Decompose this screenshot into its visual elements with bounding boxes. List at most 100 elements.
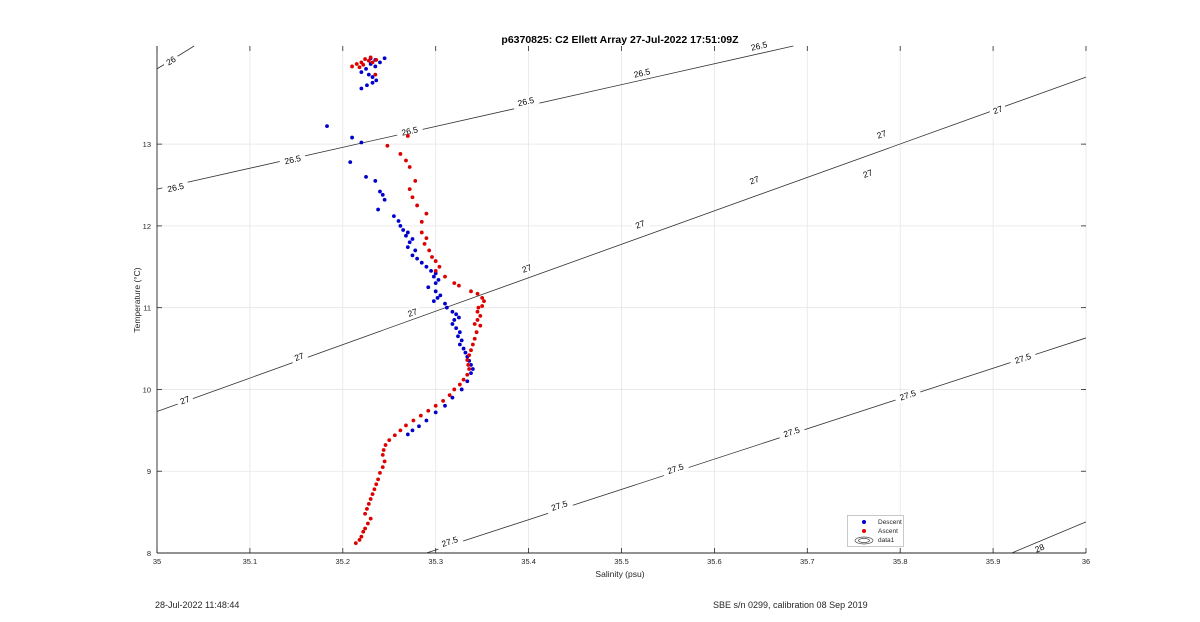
ascent-point — [354, 62, 359, 66]
ascent-point — [474, 330, 479, 335]
ascent-point — [422, 241, 427, 246]
ascent-point — [467, 353, 472, 358]
ascent-marker-icon — [854, 527, 874, 536]
contour-label-text: 27 — [875, 128, 888, 141]
contour-label-text: 27 — [293, 350, 306, 363]
axes: 35 35.1 35.2 35.3 35.4 35.5 35.6 35.7 35.8 35.9 36… — [143, 46, 1090, 566]
contour-label-text: 28 — [1033, 542, 1046, 555]
x-tick-label: 35.4 — [521, 557, 536, 566]
ascent-point — [441, 399, 446, 403]
descent-point — [424, 264, 429, 269]
ascent-point — [363, 511, 367, 516]
contour-label-text: 27 — [748, 174, 761, 187]
contour-label-background — [745, 38, 773, 54]
ascent-point — [398, 428, 403, 433]
descent-point — [359, 70, 364, 75]
descent-point — [407, 240, 412, 245]
contour-label-text: 27.5 — [898, 388, 917, 403]
descent-point — [374, 78, 379, 83]
ascent-point — [472, 322, 477, 326]
ascent-point — [359, 534, 364, 539]
contour-label: 26.5 — [628, 65, 656, 81]
ascent-point — [419, 230, 424, 235]
descent-point — [469, 371, 473, 375]
ascent-point — [470, 342, 475, 347]
contour-label: 27 — [745, 172, 764, 188]
contour-label-background — [630, 216, 650, 232]
descent-point — [433, 281, 438, 286]
ascent-point — [475, 318, 480, 322]
descent-point — [359, 86, 364, 91]
y-tick-label: 11 — [143, 304, 151, 313]
descent-point — [433, 289, 438, 294]
contour-label-background — [403, 305, 422, 320]
contour-label: 27.5 — [893, 386, 922, 404]
contour-label: 27 — [630, 216, 650, 232]
descent-point — [457, 315, 461, 320]
ascent-point — [383, 443, 388, 447]
x-tick-label: 35.6 — [707, 557, 722, 566]
contour-label-background — [661, 459, 690, 478]
descent-point — [348, 160, 353, 165]
ascent-point — [378, 470, 382, 475]
descent-point — [359, 140, 364, 145]
descent-point — [465, 379, 470, 384]
y-tick-label: 8 — [147, 549, 151, 558]
contour-label: 26.5 — [278, 151, 307, 168]
y-tick-label: 12 — [143, 222, 151, 231]
ascent-point — [482, 299, 486, 304]
ascent-point — [385, 143, 390, 148]
grid — [156, 46, 1087, 554]
ascent-point — [447, 393, 452, 398]
density-contours: 26 26.5 26.5 26.5 26.5 26.5 26.5 27 27 27 27 27 27 27… — [156, 38, 1087, 556]
contour-label: 26.5 — [745, 38, 773, 54]
descent-point — [454, 312, 459, 317]
contour-label-background — [893, 386, 922, 404]
y-tick-label: 9 — [147, 467, 151, 476]
x-axis-label: Salinity (psu) — [595, 569, 644, 579]
ascent-point — [467, 367, 472, 371]
descent-point — [405, 230, 410, 235]
descent-point — [364, 66, 368, 71]
descent-point — [435, 295, 440, 300]
descent-point — [433, 410, 438, 415]
y-axis-label: Temperature (°C) — [132, 267, 142, 332]
contour-label-background — [161, 52, 181, 70]
contour-label-text: 27 — [634, 218, 647, 231]
ascent-point — [418, 413, 423, 418]
contour-label: 28 — [1030, 540, 1049, 556]
y-tick-label: 10 — [143, 385, 151, 394]
contour-label: 27 — [403, 305, 422, 320]
ascent-point — [387, 438, 392, 443]
contour-label-background — [545, 496, 574, 515]
legend-label-data1: data1 — [878, 537, 895, 544]
descent-point — [373, 64, 378, 69]
descent-point — [413, 248, 418, 253]
x-tick-label: 35.3 — [428, 557, 443, 566]
contour-label-background — [777, 423, 806, 441]
contour-label-background — [289, 349, 309, 365]
x-tick-label: 35.7 — [800, 557, 815, 566]
data-points — [325, 55, 486, 546]
contour-label-background — [628, 65, 656, 81]
descent-point — [405, 245, 410, 250]
legend-item-descent: Descent — [848, 518, 903, 527]
contour-label: 27 — [517, 261, 536, 276]
contour-label: 26.5 — [395, 123, 424, 139]
descent-point — [426, 285, 431, 290]
calibration-footer: SBE s/n 0299, calibration 08 Sep 2019 — [713, 600, 868, 610]
ascent-point — [437, 264, 442, 269]
ascent-point — [433, 259, 438, 263]
contour-label: 27 — [988, 102, 1007, 118]
descent-point — [382, 56, 387, 61]
descent-point — [450, 322, 455, 326]
ascent-point — [469, 289, 473, 294]
descent-point — [380, 192, 385, 197]
contour-line — [156, 45, 794, 190]
contour-label-text: 26.5 — [633, 66, 652, 79]
contour-label-background — [395, 123, 424, 139]
contour-label-text: 27.5 — [550, 498, 569, 513]
ascent-point — [353, 541, 358, 546]
contour-label-background — [517, 261, 536, 276]
descent-marker-icon — [854, 518, 874, 527]
